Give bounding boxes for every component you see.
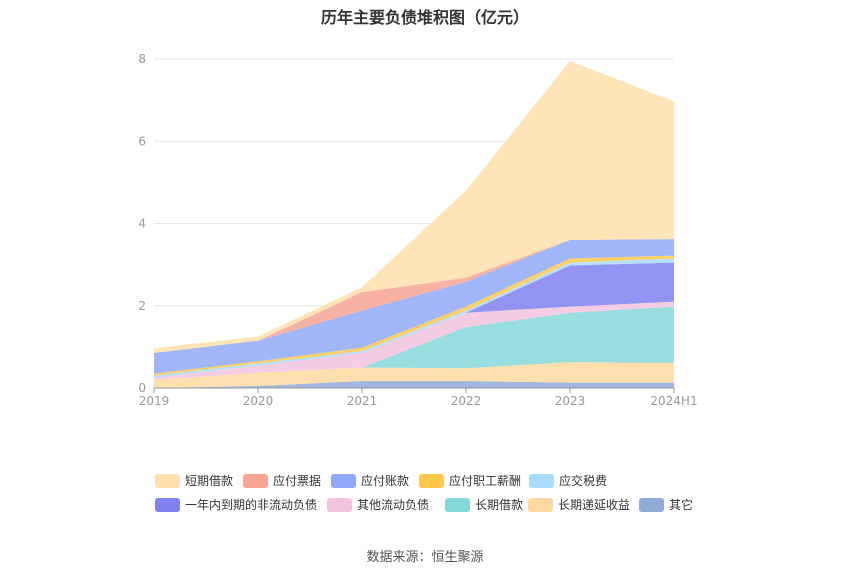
area-长期递延收益 — [154, 362, 674, 388]
legend-label: 短期借款 — [185, 474, 234, 488]
x-tick-label: 2023 — [555, 394, 586, 408]
legend-label: 应付票据 — [273, 474, 322, 488]
y-tick-label: 2 — [138, 299, 146, 313]
legend-item[interactable]: 一年内到期的非流动负债 — [155, 496, 317, 513]
stacked-area-chart: 0 2 4 6 8 2019 2020 2021 2022 2023 2024H1 — [138, 52, 697, 408]
legend-swatch — [639, 497, 664, 512]
y-tick-label: 8 — [138, 52, 146, 66]
legend-swatch — [445, 497, 470, 512]
legend-label: 应付账款 — [361, 474, 410, 488]
legend-item[interactable]: 其它 — [639, 496, 693, 513]
legend-label: 应交税费 — [559, 474, 608, 488]
y-tick-label: 6 — [138, 134, 146, 148]
axes: 0 2 4 6 8 2019 2020 2021 2022 2023 2024H1 — [138, 52, 697, 408]
area-series — [154, 61, 674, 388]
legend-label: 应付职工薪酬 — [449, 474, 522, 488]
data-source-note: 数据来源：恒生聚源 — [366, 550, 484, 565]
x-tick-label: 2022 — [451, 394, 482, 408]
legend-swatch — [419, 473, 444, 488]
legend-item[interactable]: 应交税费 — [529, 472, 607, 489]
legend-swatch — [528, 497, 553, 512]
legend-swatch — [243, 473, 268, 488]
legend-swatch — [327, 497, 352, 512]
area-长期借款 — [154, 306, 674, 380]
legend-item[interactable]: 长期借款 — [445, 496, 523, 513]
legend-label: 其它 — [669, 498, 694, 512]
legend-item[interactable]: 应付票据 — [243, 472, 321, 489]
chart-title: 历年主要负债堆积图（亿元） — [320, 8, 529, 27]
legend-label: 一年内到期的非流动负债 — [185, 498, 318, 512]
legend-item[interactable]: 短期借款 — [155, 472, 233, 489]
legend-item[interactable]: 应付账款 — [331, 472, 409, 489]
legend-swatch — [155, 497, 180, 512]
area-短期借款 — [154, 61, 674, 354]
legend-label: 长期递延收益 — [558, 498, 631, 512]
x-tick-label: 2019 — [139, 394, 170, 408]
legend-label: 长期借款 — [475, 498, 524, 512]
area-其它 — [154, 381, 674, 388]
legend-item[interactable]: 其他流动负债 — [327, 496, 429, 513]
legend-label: 其他流动负债 — [357, 498, 430, 512]
x-tick-label: 2024H1 — [650, 394, 697, 408]
area-应付账款 — [154, 239, 674, 374]
legend-swatch — [155, 473, 180, 488]
area-应付票据 — [154, 239, 674, 354]
area-其他流动负债 — [154, 301, 674, 380]
x-tick-label: 2021 — [347, 394, 378, 408]
legend-swatch — [529, 473, 554, 488]
y-tick-label: 4 — [138, 217, 146, 231]
legend-item[interactable]: 应付职工薪酬 — [419, 472, 521, 489]
legend-item[interactable]: 长期递延收益 — [528, 496, 630, 513]
x-tick-label: 2020 — [243, 394, 274, 408]
y-tick-label: 0 — [138, 381, 146, 395]
legend-swatch — [331, 473, 356, 488]
area-一年内到期的非流动负债 — [154, 262, 674, 378]
